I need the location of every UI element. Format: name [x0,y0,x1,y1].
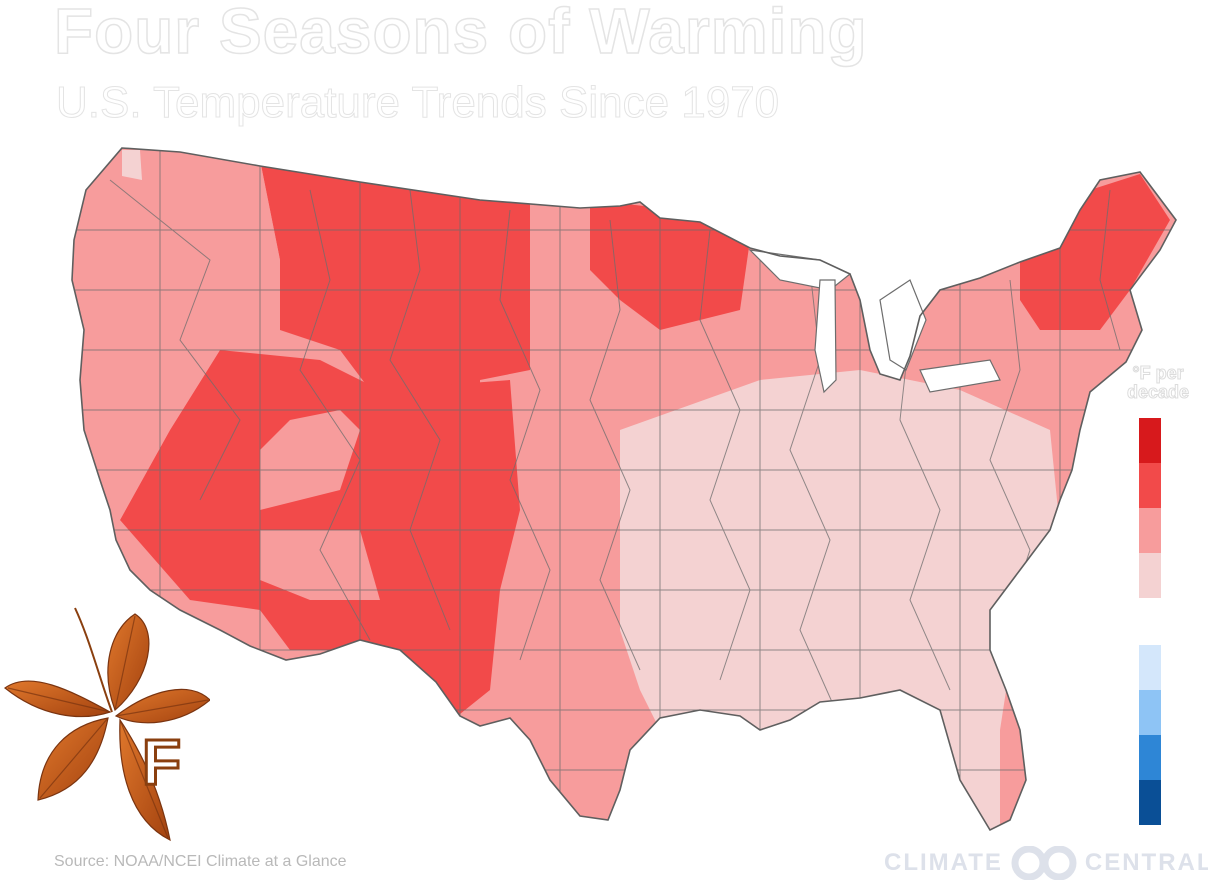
autumn-leaf-icon [4,607,210,842]
us-temperature-trend-map [71,147,1177,831]
legend-cool-scale [1139,645,1161,825]
legend-swatch-warm-3 [1139,508,1161,553]
legend-swatch-cool-4 [1139,780,1161,825]
legend-swatch-cool-3 [1139,735,1161,780]
map-subtitle: U.S. Temperature Trends Since 1970 [55,78,780,128]
map-title: Four Seasons of Warming [53,0,868,68]
legend-title: °F per decade [1126,363,1190,402]
brand-left: CLIMATE [884,849,1003,876]
legend-swatch-warm-2 [1139,463,1161,508]
legend-swatch-cool-1 [1139,645,1161,690]
legend-warm-scale [1139,418,1161,598]
legend-swatch-warm-4 [1139,553,1161,598]
legend-swatch-cool-2 [1139,690,1161,735]
source-note: Source: NOAA/NCEI Climate at a Glance [54,853,347,870]
season-letter: F [140,726,182,798]
infinity-logo-icon [1011,846,1077,880]
brand-right: CENTRAL [1084,849,1208,876]
legend-swatch-warm-1 [1139,418,1161,463]
climate-central-logo: CLIMATE CENTRAL [884,846,1208,880]
